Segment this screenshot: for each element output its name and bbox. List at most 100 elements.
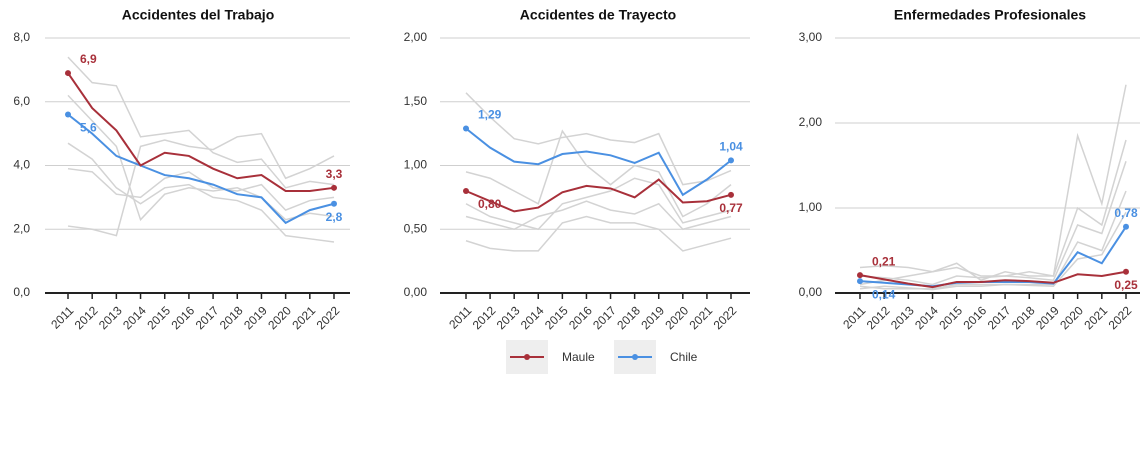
x-tick-label: 2019 (638, 303, 667, 332)
x-tick-label: 2014 (518, 303, 547, 332)
value-label: 0,14 (872, 287, 896, 301)
x-tick-label: 2013 (888, 303, 917, 332)
x-tick-label: 2016 (566, 303, 595, 332)
x-tick-label: 2017 (193, 303, 222, 332)
y-tick-label: 0,0 (13, 285, 30, 299)
point (728, 191, 734, 198)
x-tick-label: 2011 (446, 303, 474, 331)
y-tick-label: 8,0 (13, 30, 30, 44)
value-label: 0,25 (1114, 278, 1138, 292)
x-tick-label: 2018 (1009, 303, 1038, 332)
point (1123, 223, 1129, 230)
x-tick-label: 2019 (241, 303, 270, 332)
x-tick-label: 2014 (120, 303, 149, 332)
y-tick-label: 2,00 (799, 115, 823, 129)
x-tick-label: 2021 (289, 303, 318, 332)
panel-title: Accidentes de Trayecto (520, 7, 676, 23)
x-tick-label: 2012 (72, 303, 101, 332)
value-label: 1,29 (478, 108, 502, 122)
x-tick-label: 2015 (542, 303, 571, 332)
x-tick-label: 2020 (265, 303, 294, 332)
value-label: 0,78 (1114, 206, 1138, 220)
region-line (67, 142, 335, 243)
x-tick-label: 2017 (985, 303, 1014, 332)
x-tick-label: 2015 (144, 303, 173, 332)
series-line (465, 127, 732, 197)
series-line (859, 270, 1127, 289)
region-line (67, 167, 335, 212)
x-tick-label: 2012 (470, 303, 499, 332)
point (728, 157, 734, 164)
y-tick-label: 6,0 (13, 94, 30, 108)
point (857, 278, 863, 285)
x-tick-label: 2011 (840, 303, 868, 331)
y-tick-label: 1,00 (404, 158, 428, 172)
panel-title: Accidentes del Trabajo (122, 7, 275, 23)
legend-dot (632, 354, 638, 360)
x-tick-label: 2019 (1033, 303, 1062, 332)
y-tick-label: 0,50 (404, 221, 428, 235)
point (857, 272, 863, 279)
point (463, 188, 469, 194)
region-line (859, 84, 1127, 282)
x-tick-label: 2018 (614, 303, 643, 332)
region-line (465, 177, 732, 231)
x-tick-label: 2013 (96, 303, 125, 332)
x-tick-label: 2016 (168, 303, 197, 332)
point (331, 200, 337, 207)
region-line (859, 211, 1127, 291)
x-tick-label: 2020 (1057, 303, 1086, 332)
x-tick-label: 2022 (314, 303, 343, 332)
region-line (465, 200, 732, 231)
point (65, 70, 71, 77)
value-label: 0,77 (719, 201, 743, 215)
region-line (67, 132, 335, 237)
x-tick-label: 2013 (494, 303, 523, 332)
y-tick-label: 2,00 (404, 30, 428, 44)
x-tick-label: 2017 (590, 303, 619, 332)
region-line (67, 94, 335, 222)
x-tick-label: 2011 (48, 303, 76, 331)
value-label: 2,8 (326, 210, 343, 224)
y-tick-label: 3,00 (799, 30, 823, 44)
x-tick-label: 2021 (686, 303, 715, 332)
x-tick-label: 2014 (912, 303, 941, 332)
value-label: 0,21 (872, 254, 896, 268)
value-label: 5,6 (80, 121, 97, 135)
y-tick-label: 0,00 (799, 285, 823, 299)
legend-label: Maule (562, 350, 595, 364)
region-line (465, 129, 732, 218)
y-tick-label: 1,00 (799, 200, 823, 214)
x-tick-label: 2016 (960, 303, 989, 332)
y-tick-label: 2,0 (13, 221, 30, 235)
x-tick-label: 2012 (864, 303, 893, 332)
point (1123, 268, 1129, 275)
x-tick-label: 2020 (662, 303, 691, 332)
y-tick-label: 0,00 (404, 285, 428, 299)
x-tick-label: 2021 (1081, 303, 1110, 332)
legend-dot (524, 354, 530, 360)
x-tick-label: 2022 (1106, 303, 1135, 332)
value-label: 3,3 (326, 167, 343, 181)
x-tick-label: 2018 (217, 303, 246, 332)
value-label: 0,80 (478, 197, 502, 211)
series-line (67, 72, 335, 192)
region-line (859, 190, 1127, 290)
region-line (67, 56, 335, 189)
region-line (465, 215, 732, 252)
x-tick-label: 2022 (711, 303, 740, 332)
series-line (67, 113, 335, 225)
series-line (465, 178, 732, 213)
y-tick-label: 1,50 (404, 94, 428, 108)
panel-title: Enfermedades Profesionales (894, 7, 1086, 23)
point (331, 184, 337, 191)
point (65, 111, 71, 118)
region-line (859, 161, 1127, 286)
y-tick-label: 4,0 (13, 158, 30, 172)
legend-label: Chile (670, 350, 698, 364)
value-label: 1,04 (719, 140, 743, 154)
x-tick-label: 2015 (936, 303, 965, 332)
value-label: 6,9 (80, 52, 97, 66)
